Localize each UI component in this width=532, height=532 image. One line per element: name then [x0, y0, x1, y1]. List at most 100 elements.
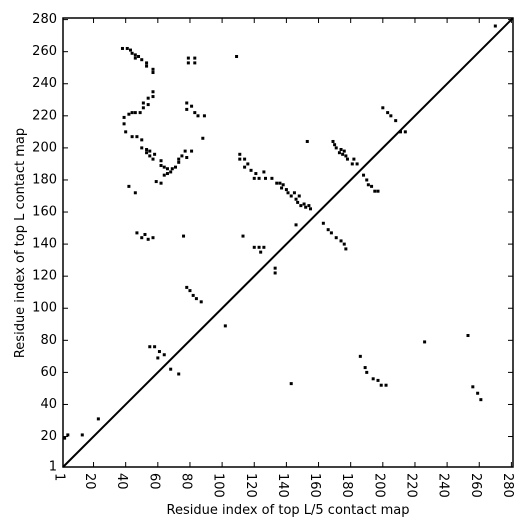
contact-point: [151, 71, 155, 75]
x-tick-label: 60: [146, 473, 161, 490]
contact-point: [165, 167, 169, 171]
contact-point: [185, 285, 189, 289]
contact-point: [159, 181, 163, 185]
contact-point: [299, 204, 303, 208]
contact-point: [238, 157, 242, 161]
contact-point: [169, 170, 173, 174]
y-tick-label: 160: [32, 205, 57, 220]
y-tick-label: 40: [40, 397, 57, 412]
contact-point: [177, 372, 181, 376]
y-tick-label: 220: [32, 108, 57, 123]
contact-point: [177, 160, 181, 164]
x-axis-label: Residue index of top L/5 contact map: [167, 503, 410, 518]
contact-point: [307, 204, 311, 208]
contact-point: [342, 242, 346, 246]
contact-point: [479, 398, 483, 402]
contact-point: [281, 183, 285, 187]
contact-point: [138, 111, 142, 115]
contact-point: [339, 147, 343, 151]
contact-point: [278, 181, 282, 185]
contact-point: [151, 95, 155, 99]
contact-point: [130, 111, 134, 115]
contact-point: [153, 152, 157, 156]
contact-point: [270, 176, 274, 180]
contact-point: [193, 111, 197, 115]
x-tick-label: 140: [275, 473, 290, 498]
contact-point: [243, 165, 247, 169]
contact-point: [365, 370, 369, 374]
contact-point: [252, 176, 256, 180]
contact-point: [331, 139, 335, 143]
y-tick-label: 260: [32, 44, 57, 59]
x-tick-label: 260: [468, 473, 483, 498]
contact-point: [238, 152, 242, 156]
contact-point: [289, 194, 293, 198]
contact-point: [174, 165, 177, 169]
contact-point: [185, 101, 189, 105]
x-tick-label: 280: [500, 473, 515, 498]
contact-point: [63, 436, 67, 440]
contact-point: [358, 354, 362, 358]
contact-point: [145, 151, 149, 155]
y-tick-label: 180: [32, 172, 57, 187]
contact-point: [304, 205, 308, 209]
x-tick-label: 40: [114, 473, 129, 490]
contact-point: [186, 56, 190, 60]
contact-point: [366, 183, 370, 187]
contact-point: [146, 96, 150, 100]
y-tick-label: 20: [40, 429, 57, 444]
contact-point: [344, 247, 348, 251]
contact-point: [264, 176, 267, 180]
contact-point: [154, 180, 158, 184]
contact-point: [140, 236, 144, 240]
contact-point: [476, 391, 480, 395]
contact-point: [180, 154, 184, 158]
contact-point: [370, 184, 374, 188]
contact-point: [252, 245, 256, 249]
contact-point: [297, 194, 301, 198]
contact-point: [403, 130, 407, 134]
contact-point: [326, 228, 330, 232]
contact-point: [141, 106, 145, 110]
contact-point: [127, 112, 131, 116]
contact-point: [344, 154, 348, 158]
y-axis-label: Residue index of top L contact map: [13, 128, 28, 358]
contact-point: [350, 162, 354, 166]
contact-point: [191, 293, 195, 297]
contact-point: [193, 56, 197, 60]
x-tick-label: 180: [339, 473, 354, 498]
contact-point: [302, 202, 306, 206]
contact-point: [122, 115, 126, 119]
contact-point: [159, 159, 163, 163]
contact-point: [162, 353, 166, 357]
contact-point: [243, 157, 247, 161]
y-tick-label: 60: [40, 365, 57, 380]
y-tick-label: 120: [32, 269, 57, 284]
contact-point: [186, 61, 190, 65]
contact-point: [145, 61, 149, 65]
x-tick-label: 120: [243, 473, 258, 498]
contact-point: [373, 189, 377, 193]
contact-point: [399, 130, 402, 134]
contact-point: [137, 54, 141, 58]
contact-point: [141, 101, 145, 105]
contact-point: [246, 162, 250, 166]
contact-point: [145, 147, 149, 151]
contact-point: [329, 231, 333, 235]
contact-point: [275, 181, 279, 185]
contact-point: [127, 184, 131, 188]
contact-point: [466, 334, 470, 338]
contact-point: [143, 232, 147, 236]
contact-point: [185, 107, 189, 111]
contact-point: [202, 114, 206, 118]
contact-point: [296, 200, 300, 204]
contact-point: [159, 164, 163, 168]
contact-point: [156, 356, 160, 360]
contact-point: [249, 168, 253, 172]
y-tick-label: 140: [32, 237, 57, 252]
contact-point: [259, 250, 263, 254]
contact-point: [182, 234, 186, 238]
contact-point: [376, 378, 380, 382]
contact-point: [292, 191, 296, 195]
contact-point: [124, 130, 128, 134]
